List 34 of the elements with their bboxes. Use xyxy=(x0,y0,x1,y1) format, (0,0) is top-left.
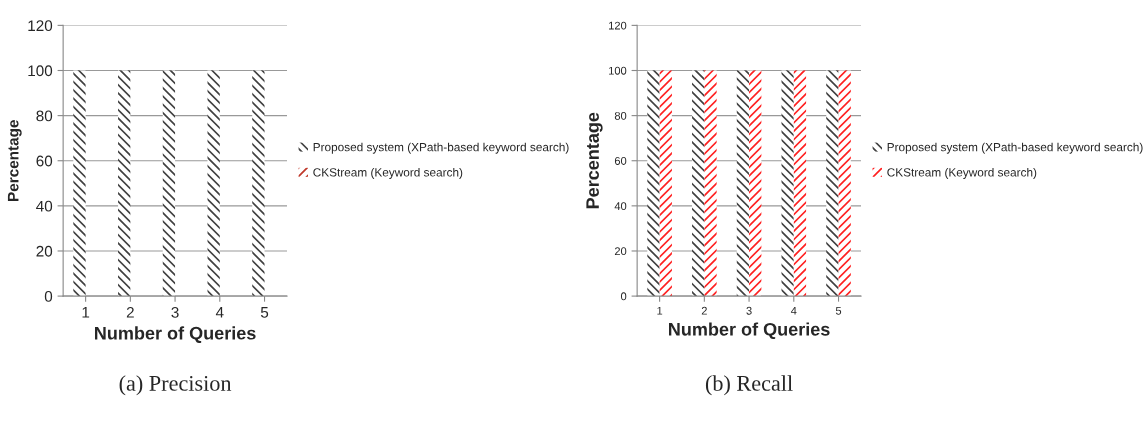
x-tick-label: 3 xyxy=(171,306,179,318)
legend-label: Proposed system (XPath-based keyword search) xyxy=(887,142,1143,154)
y-tick-label: 0 xyxy=(44,290,53,302)
x-tick-label: 2 xyxy=(701,306,707,315)
x-axis-title: Number of Queries xyxy=(669,322,830,340)
x-axis-title: Number of Queries xyxy=(95,326,256,343)
text: (b) Recall xyxy=(705,375,793,396)
y-tick-label: 120 xyxy=(609,21,627,30)
y-axis-title: Percentage xyxy=(586,112,603,209)
x-tick-label: 1 xyxy=(657,306,663,315)
y-tick-label: 20 xyxy=(36,245,53,257)
x-tick-label: 5 xyxy=(260,307,269,318)
x-tick-label: 4 xyxy=(790,306,797,315)
y-tick-label: 60 xyxy=(36,155,53,167)
y-tick-label: 40 xyxy=(614,202,627,210)
y-tick-label: 100 xyxy=(28,65,53,77)
y-tick-label: 20 xyxy=(614,247,627,256)
x-tick-label: 2 xyxy=(126,306,134,318)
x-tick-label: 1 xyxy=(82,307,90,318)
y-tick-label: 120 xyxy=(28,20,53,32)
legend-label: CKStream (Keyword search) xyxy=(887,167,1037,179)
y-tick-label: 60 xyxy=(614,157,627,165)
x-tick-label: 4 xyxy=(215,307,224,318)
legend-label: CKStream (Keyword search) xyxy=(313,167,463,179)
text: (a) Precision xyxy=(119,375,232,396)
y-tick-label: 100 xyxy=(609,66,627,75)
y-tick-label: 40 xyxy=(36,200,53,212)
y-tick-label: 80 xyxy=(614,111,627,120)
y-tick-label: 0 xyxy=(620,292,627,301)
x-tick-label: 5 xyxy=(835,306,842,315)
y-axis-title: Percentage xyxy=(7,120,22,201)
x-tick-label: 3 xyxy=(746,306,752,315)
y-tick-label: 80 xyxy=(36,110,53,122)
legend-label: Proposed system (XPath-based keyword search) xyxy=(313,142,569,154)
